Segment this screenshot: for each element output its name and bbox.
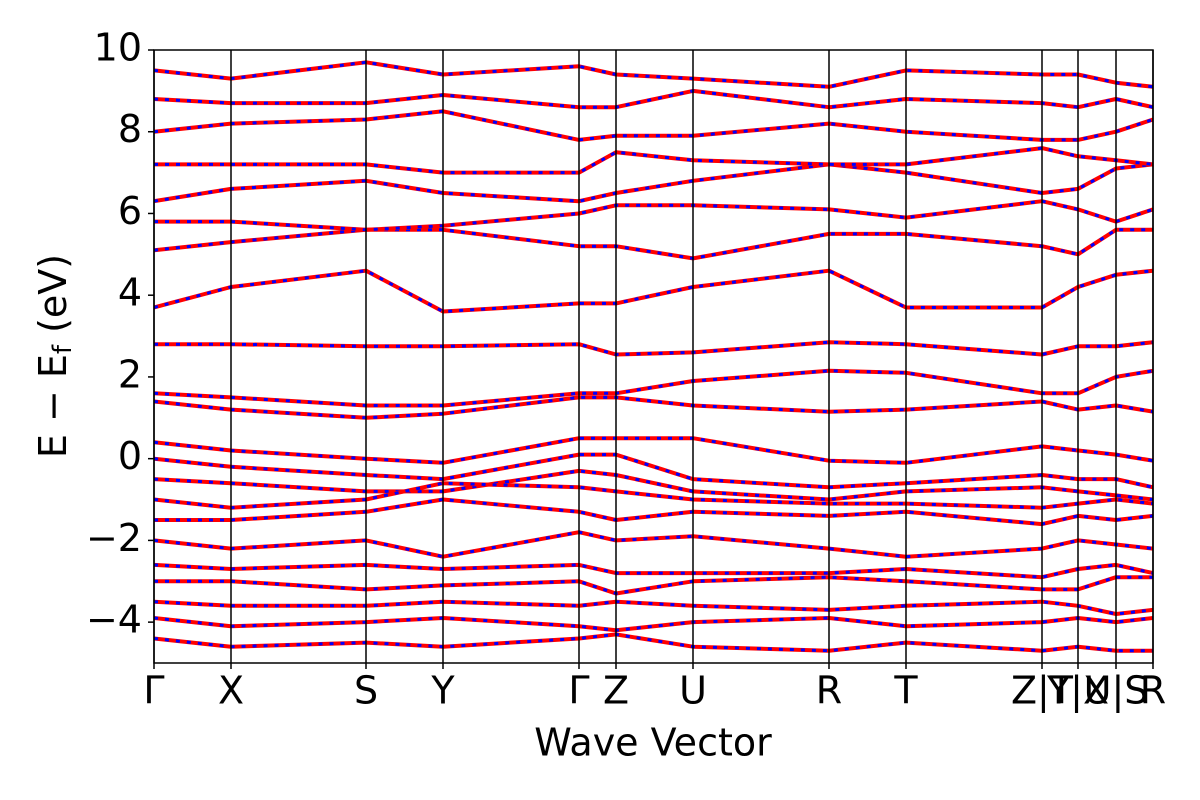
y-label-text: E − E bbox=[31, 354, 75, 458]
y-tick-label: 6 bbox=[118, 189, 142, 233]
y-label-unit: (eV) bbox=[31, 254, 75, 333]
band bbox=[154, 632, 1153, 653]
x-tick-label: Γ bbox=[143, 669, 164, 713]
x-tick-label: Z bbox=[603, 669, 629, 713]
plot-border bbox=[153, 49, 1154, 664]
x-tick-label: Y|X bbox=[1046, 669, 1109, 714]
x-tick-label: U bbox=[679, 669, 707, 713]
y-tick-label: 2 bbox=[118, 352, 142, 396]
band bbox=[154, 199, 1153, 232]
y-axis-label: E − Ef (eV) bbox=[31, 254, 78, 458]
band bbox=[154, 616, 1153, 633]
y-tick-label: 10 bbox=[94, 26, 142, 70]
band bbox=[154, 60, 1153, 89]
band bbox=[154, 146, 1153, 175]
y-label-sub: f bbox=[48, 344, 78, 354]
band bbox=[154, 436, 1153, 465]
x-tick-label: U|S bbox=[1084, 669, 1149, 714]
band bbox=[154, 162, 1153, 204]
band bbox=[154, 268, 1153, 314]
band bbox=[154, 88, 1153, 110]
band bbox=[154, 109, 1153, 142]
band bbox=[154, 227, 1153, 261]
bands bbox=[154, 60, 1153, 653]
x-tick-label: X bbox=[218, 669, 244, 713]
x-tick-label: Y bbox=[430, 669, 455, 713]
y-tick-label: 4 bbox=[118, 271, 142, 315]
x-tick-label: R bbox=[816, 669, 842, 713]
x-tick-label: S bbox=[354, 669, 378, 713]
x-axis-label: Wave Vector bbox=[534, 721, 772, 765]
x-tick-label: R bbox=[1140, 669, 1166, 713]
x-tick-label: Z|T bbox=[1011, 669, 1074, 714]
y-tick-label: 8 bbox=[118, 107, 142, 151]
band bbox=[154, 530, 1153, 559]
x-tick-label: T bbox=[893, 669, 918, 713]
y-tick-label: −4 bbox=[86, 598, 142, 642]
band bbox=[154, 575, 1153, 596]
band bbox=[154, 340, 1153, 357]
y-tick-label: 0 bbox=[118, 434, 142, 478]
y-tick-label: −2 bbox=[86, 516, 142, 560]
x-tick-label: Γ bbox=[568, 669, 589, 713]
